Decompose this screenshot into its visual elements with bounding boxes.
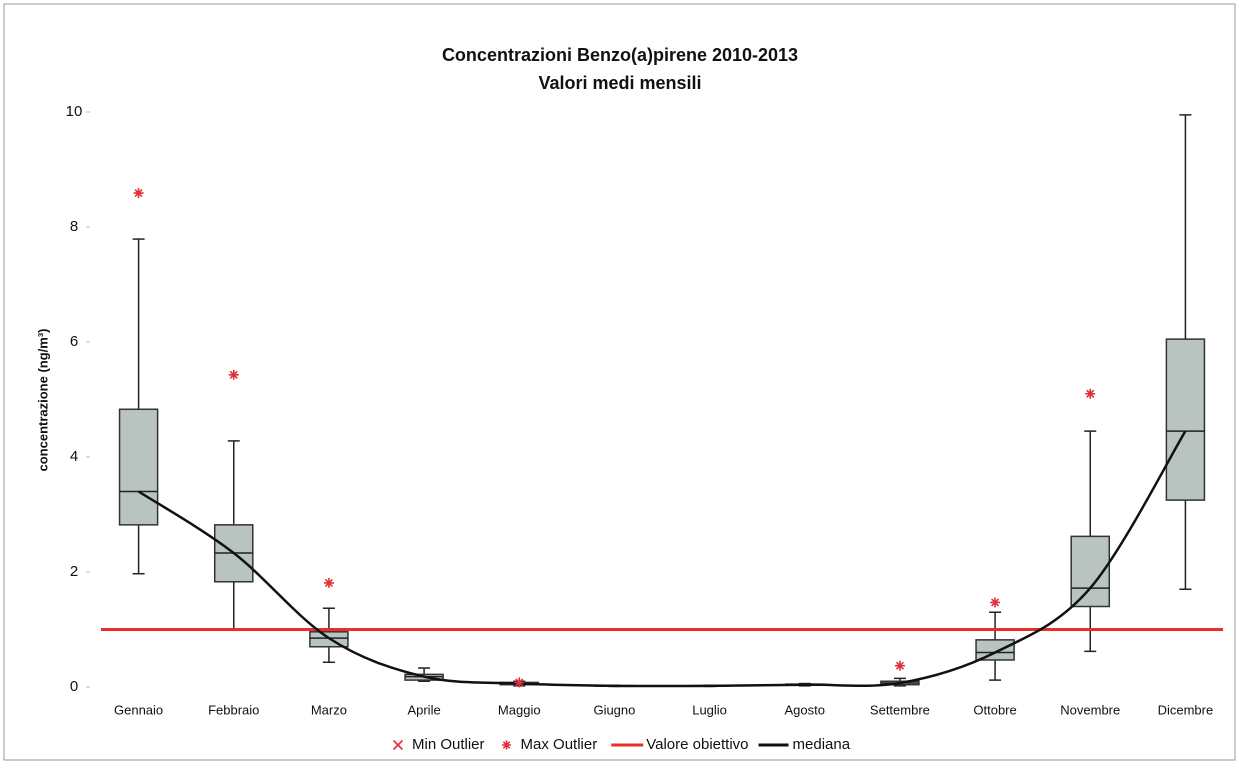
- outlier: [990, 597, 1001, 608]
- x-tick-label: Agosto: [785, 702, 825, 717]
- outlier: [228, 369, 239, 380]
- y-tick-label: 4: [70, 448, 78, 465]
- x-tick-label: Settembre: [870, 702, 930, 717]
- legend-label: Max Outlier: [521, 736, 598, 753]
- x-tick-label: Novembre: [1060, 702, 1120, 717]
- x-tick-label: Giugno: [593, 702, 635, 717]
- outlier: [1085, 388, 1096, 399]
- y-axis-label: concentrazione (ng/m³): [35, 328, 50, 471]
- legend-label: mediana: [793, 736, 851, 753]
- x-tick-label: Aprile: [407, 702, 440, 717]
- x-tick-label: Dicembre: [1158, 702, 1214, 717]
- box: [1165, 338, 1206, 501]
- legend-marker: [392, 739, 404, 751]
- legend-label: Valore obiettivo: [646, 736, 748, 753]
- y-tick-label: 10: [66, 103, 83, 120]
- x-tick-label: Febbraio: [208, 702, 259, 717]
- y-tick-label: 6: [70, 333, 78, 350]
- chart-subtitle: Valori medi mensili: [538, 73, 701, 93]
- box: [975, 639, 1015, 661]
- y-tick-label: 0: [70, 678, 78, 695]
- outlier: [133, 188, 144, 199]
- x-tick-label: Luglio: [692, 702, 727, 717]
- legend-label: Min Outlier: [412, 736, 485, 753]
- y-tick-label: 8: [70, 218, 78, 235]
- outlier: [323, 577, 334, 588]
- x-tick-label: Gennaio: [114, 702, 163, 717]
- x-tick-label: Maggio: [498, 702, 541, 717]
- outlier: [514, 677, 525, 688]
- y-tick-label: 2: [70, 563, 78, 580]
- x-tick-label: Marzo: [311, 702, 347, 717]
- chart-frame: [3, 3, 1236, 761]
- x-tick-label: Ottobre: [973, 702, 1016, 717]
- box: [118, 408, 159, 526]
- median-line: [137, 430, 1187, 688]
- legend-marker: [502, 740, 512, 750]
- chart-title: Concentrazioni Benzo(a)pirene 2010-2013: [442, 45, 798, 65]
- outlier: [894, 660, 905, 671]
